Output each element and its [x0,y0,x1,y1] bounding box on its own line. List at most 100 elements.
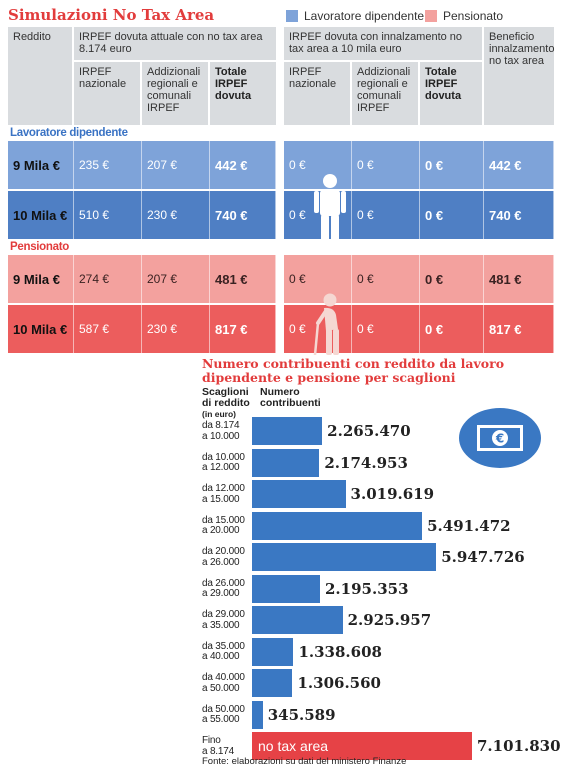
bar [252,511,423,540]
value-label: 2.195.353 [325,579,409,598]
cell-dip-1-ben: 442 € [484,141,554,189]
legend-item-dipendente: Lavoratore dipendente [286,9,424,23]
category-label: da 35.000 a 40.000 [202,640,254,663]
value-label: 3.019.619 [350,485,435,503]
section-label-pensionato: Pensionato [10,241,69,253]
category-label-line: da 40.000 [202,672,245,683]
sub-header-totale: Totale IRPEF dovuta [210,62,276,125]
value-label: 2.174.953 [324,453,408,472]
cell-pen-2-add2: 0 € [352,305,420,353]
bar [252,417,323,445]
cell-dip-2-tot: 740 € [210,191,276,239]
value-label: 2.925.957 [347,611,432,629]
category-label: da 20.000 a 26.000 [202,546,254,568]
category-label: da 15.000 a 20.000 [202,514,254,537]
chart-col-header-category-text: Scaglioni di reddito [202,386,250,409]
category-label-line: da 10.000 [202,451,245,463]
category-label-line: a 10.000 [202,430,240,442]
cell-pen-1-naz: 274 € [74,255,142,303]
category-label-line: da 50.000 [202,703,245,715]
legend-item-pensionato: Pensionato [425,9,503,23]
value-label: 2.265.470 [327,422,411,440]
cell-dip-1-add: 207 € [142,141,210,189]
category-label-line: a 40.000 [202,651,240,662]
category-label: Fino a 8.174 [202,735,254,757]
cell-pen-2-naz: 587 € [74,305,142,353]
legend-label-pensionato: Pensionato [443,9,504,23]
bar [252,448,320,477]
legend-swatch-pensionato [425,10,437,22]
category-label-line: Fino [202,735,221,746]
cell-dip-1-naz2: 0 € [284,141,352,189]
cell-dip-2-reddito: 10 Mila € [8,191,74,239]
cell-pen-2-ben: 817 € [484,305,554,353]
category-label-line: da 26.000 [202,577,245,589]
cell-pen-1-reddito: 9 Mila € [8,255,74,303]
category-label: da 29.000 a 35.000 [202,609,254,631]
col-header-reddito: Reddito [8,27,72,125]
sub-header-addizionali: Addizionali regionali e comunali IRPEF [142,62,208,125]
sub-header-addizionali-2: Addizionali regionali e comunali IRPEF [352,62,418,125]
sub-header-irpef-naz: IRPEF nazionale [74,62,140,125]
infographic-title: Simulazioni No Tax Area [8,6,215,24]
cell-pen-2-naz2: 0 € [284,305,352,353]
category-label-line: da 20.000 [202,546,245,557]
cell-pen-1-add: 207 € [142,255,210,303]
value-label: 7.101.830 [477,737,561,755]
category-label-line: da 12.000 [202,483,245,494]
cell-dip-1-tot: 442 € [210,141,276,189]
category-label-line: da 35.000 [202,640,245,652]
cell-dip-2-naz: 510 € [74,191,142,239]
bar [252,480,346,508]
chart-col-header-value: Numero contribuenti [260,386,321,409]
cell-pen-2-tot2: 0 € [420,305,484,353]
bar [252,637,294,666]
cell-pen-2-reddito: 10 Mila € [8,305,74,353]
source-note: Fonte: elaborazioni su dati del minister… [202,756,407,767]
cell-dip-2-ben: 740 € [484,191,554,239]
cell-dip-2-add2: 0 € [352,191,420,239]
bar [252,543,437,571]
bar [252,669,293,697]
cell-dip-2-tot2: 0 € [420,191,484,239]
category-label-line: a 15.000 [202,493,240,505]
svg-text:€: € [495,432,504,446]
cell-pen-1-tot2: 0 € [420,255,484,303]
col-header-beneficio: Beneficio innalzamento no tax area [484,27,554,125]
cell-pen-1-tot: 481 € [210,255,276,303]
bar-inner-label: no tax area [258,738,329,754]
group-header-raised: IRPEF dovuta con innalzamento no tax are… [284,27,482,60]
category-label-line: a 20.000 [202,525,240,536]
category-label: da 26.000 a 29.000 [202,577,254,600]
value-label: 1.306.560 [297,674,381,692]
bar: no tax area [252,732,472,760]
cell-dip-1-naz: 235 € [74,141,142,189]
category-label: da 40.000 a 50.000 [202,672,254,694]
cell-dip-1-tot2: 0 € [420,141,484,189]
category-label: da 8.174 a 10.000 [202,420,254,442]
cell-pen-1-add2: 0 € [352,255,420,303]
value-label: 345.589 [267,705,336,724]
cell-pen-2-add: 230 € [142,305,210,353]
category-label-line: da 8.174 [202,420,240,431]
chart-title: Numero contribuenti con reddito da lavor… [202,356,505,385]
value-label: 5.491.472 [427,516,511,535]
category-label-line: da 15.000 [202,514,245,526]
cell-dip-2-add: 230 € [142,191,210,239]
bar [252,574,320,603]
bar [252,606,343,634]
worker-figure-icon [314,174,346,241]
chart-col-header-category: Scaglioni di reddito (in euro) [202,387,258,420]
section-label-dipendente: Lavoratore dipendente [10,127,128,139]
cell-pen-2-tot: 817 € [210,305,276,353]
category-label-line: a 8.174 [202,745,234,757]
category-label: da 10.000 a 12.000 [202,451,254,474]
value-label: 1.338.608 [298,642,382,661]
legend-swatch-dipendente [286,10,298,22]
category-label: da 50.000 a 55.000 [202,703,254,726]
category-label-line: a 55.000 [202,714,240,725]
category-label: da 12.000 a 15.000 [202,483,254,505]
value-label: 5.947.726 [441,548,525,566]
category-label-line: a 35.000 [202,619,240,631]
category-label-line: a 26.000 [202,556,240,568]
